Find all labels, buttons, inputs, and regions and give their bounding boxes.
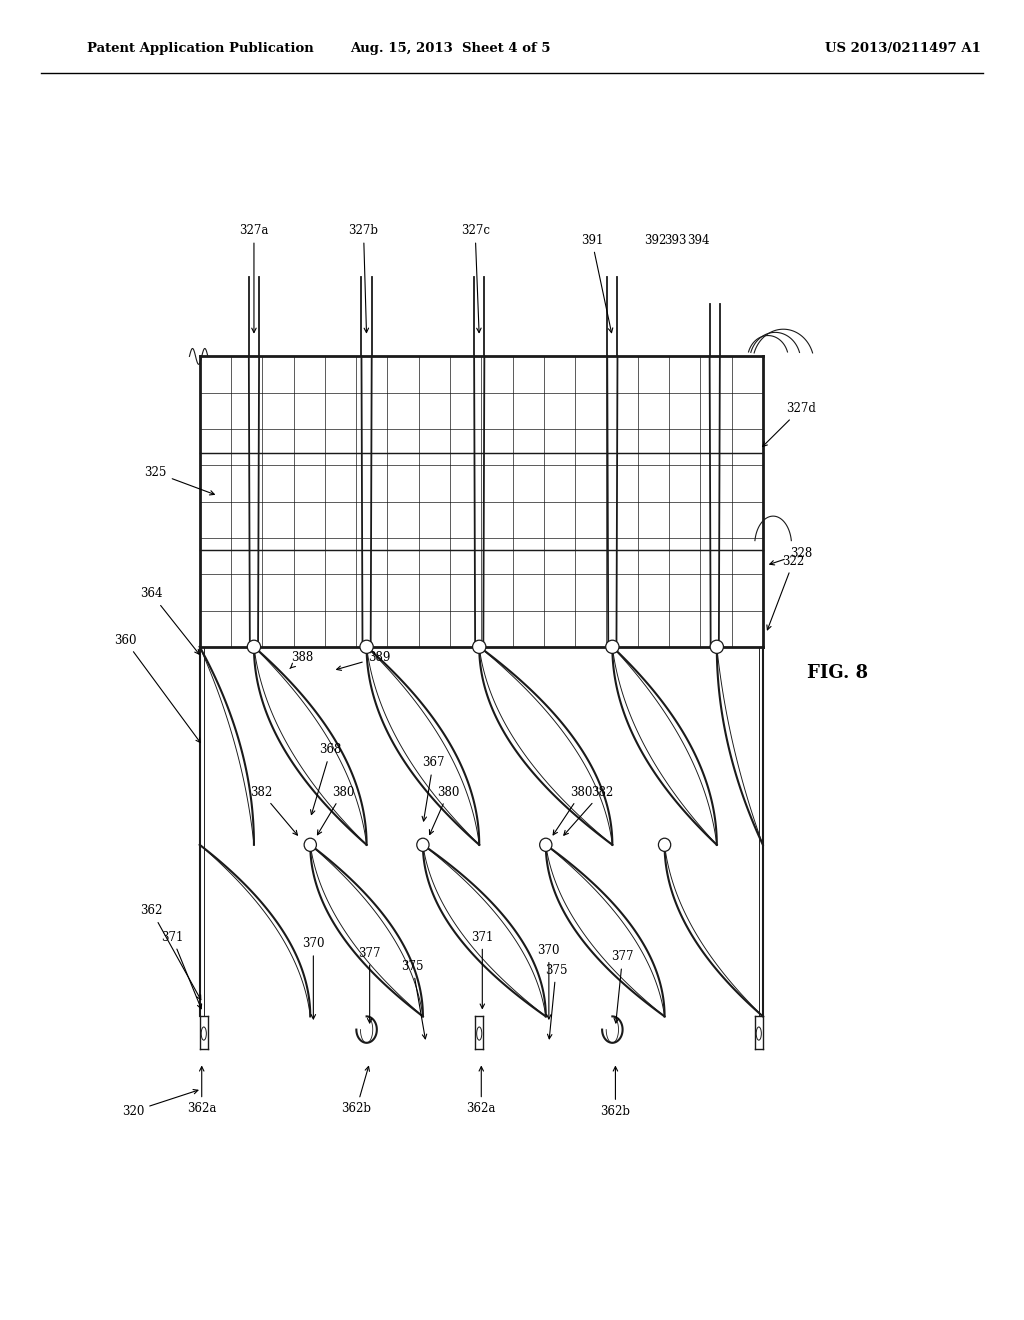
Text: 364: 364: [140, 587, 200, 655]
Text: 325: 325: [144, 466, 214, 495]
Text: 328: 328: [770, 548, 812, 565]
Ellipse shape: [360, 640, 373, 653]
Text: 375: 375: [401, 960, 427, 1039]
Text: 382: 382: [564, 785, 613, 836]
Text: 388: 388: [290, 651, 313, 668]
Ellipse shape: [658, 838, 671, 851]
Text: 380: 380: [553, 785, 593, 834]
Text: 371: 371: [471, 931, 494, 1008]
Text: 391: 391: [581, 234, 612, 333]
Ellipse shape: [477, 1027, 482, 1040]
Ellipse shape: [473, 640, 486, 653]
Text: 380: 380: [317, 785, 354, 834]
Ellipse shape: [304, 838, 316, 851]
Text: 327b: 327b: [348, 224, 379, 333]
Text: 371: 371: [161, 931, 202, 1008]
Text: 327c: 327c: [461, 224, 489, 333]
Text: 377: 377: [611, 950, 634, 1023]
Text: 382: 382: [250, 785, 297, 836]
Text: 375: 375: [545, 964, 567, 1039]
Text: 360: 360: [114, 634, 201, 743]
Ellipse shape: [540, 838, 552, 851]
Text: 392: 392: [644, 234, 667, 247]
Ellipse shape: [756, 1027, 761, 1040]
Text: 394: 394: [687, 234, 710, 247]
Text: 362a: 362a: [187, 1067, 216, 1115]
Text: Patent Application Publication: Patent Application Publication: [87, 42, 313, 55]
Text: 389: 389: [337, 651, 390, 671]
Ellipse shape: [711, 640, 723, 653]
Text: 327a: 327a: [240, 224, 268, 333]
Text: 368: 368: [310, 743, 342, 814]
Text: US 2013/0211497 A1: US 2013/0211497 A1: [825, 42, 981, 55]
Text: Aug. 15, 2013  Sheet 4 of 5: Aug. 15, 2013 Sheet 4 of 5: [350, 42, 551, 55]
Text: 320: 320: [122, 1089, 198, 1118]
Ellipse shape: [417, 838, 429, 851]
Ellipse shape: [248, 640, 260, 653]
Text: 377: 377: [358, 946, 381, 1023]
Text: 393: 393: [665, 234, 687, 247]
Text: 362b: 362b: [600, 1067, 631, 1118]
Text: 370: 370: [302, 937, 325, 1019]
Text: 362: 362: [140, 904, 201, 999]
Text: 362b: 362b: [341, 1067, 372, 1115]
Text: FIG. 8: FIG. 8: [807, 664, 868, 682]
Text: 327d: 327d: [763, 403, 816, 446]
Text: 370: 370: [538, 944, 560, 1019]
Text: 362a: 362a: [467, 1067, 496, 1115]
Text: 380: 380: [429, 785, 460, 834]
Text: 322: 322: [767, 554, 805, 630]
Ellipse shape: [201, 1027, 207, 1040]
Ellipse shape: [606, 640, 618, 653]
Text: 367: 367: [422, 756, 444, 821]
